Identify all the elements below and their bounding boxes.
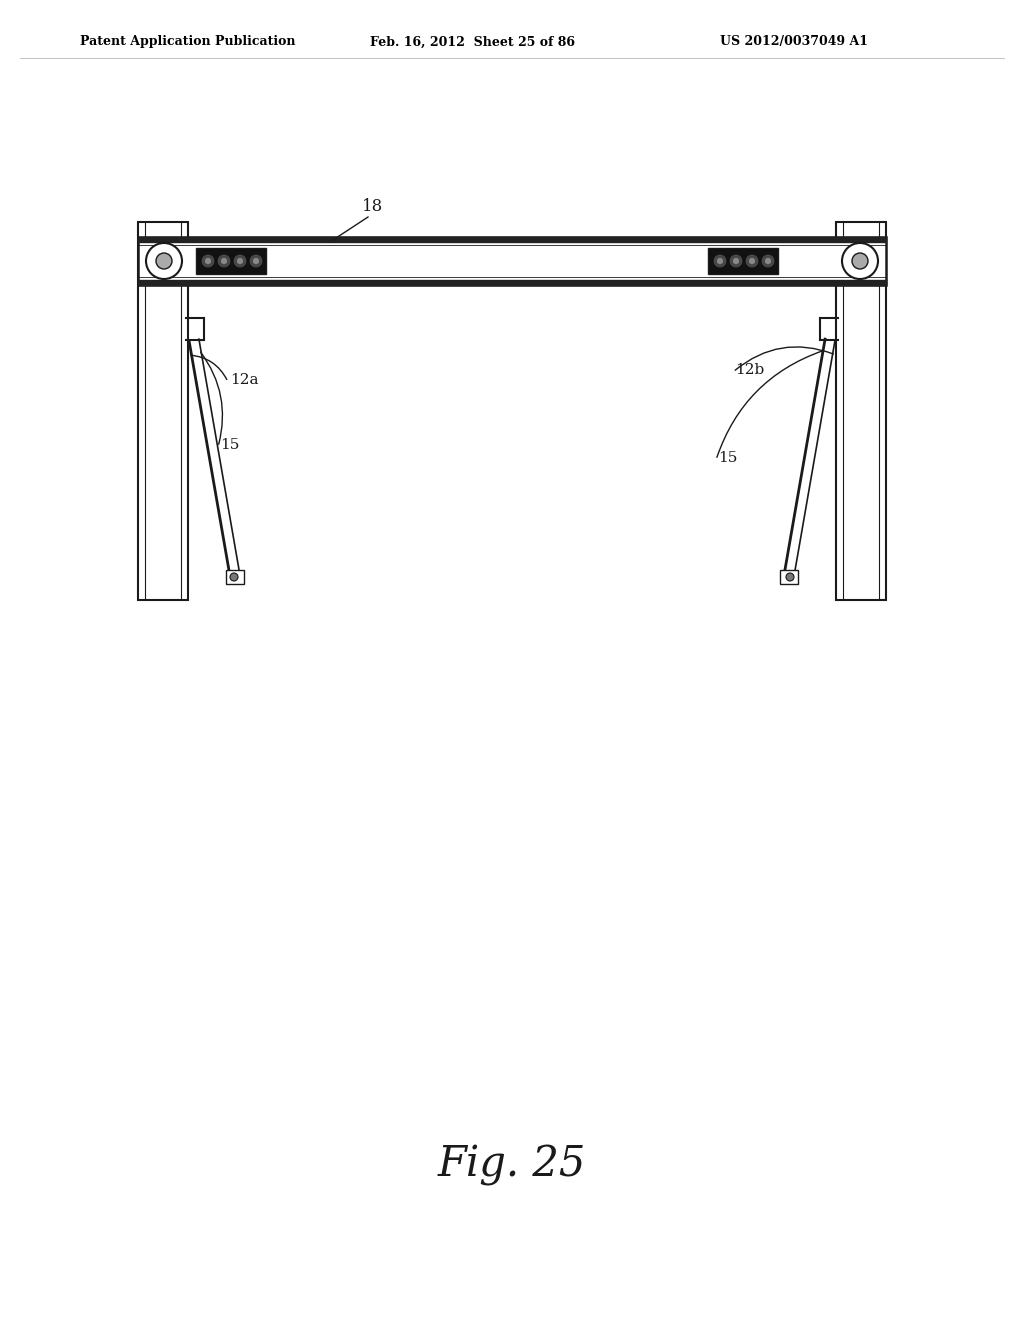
Text: 12b: 12b (735, 363, 764, 378)
Circle shape (852, 253, 868, 269)
Circle shape (202, 255, 214, 267)
FancyArrowPatch shape (735, 347, 834, 370)
FancyArrowPatch shape (201, 352, 222, 445)
Bar (780, 570, 798, 583)
Circle shape (733, 257, 739, 264)
Text: 12a: 12a (230, 374, 258, 387)
Bar (196, 248, 266, 275)
Circle shape (786, 573, 794, 581)
Circle shape (205, 257, 211, 264)
Circle shape (762, 255, 774, 267)
Circle shape (749, 257, 755, 264)
Circle shape (237, 257, 243, 264)
Circle shape (230, 573, 238, 581)
Bar (138, 238, 886, 285)
Bar (708, 248, 778, 275)
Text: Feb. 16, 2012  Sheet 25 of 86: Feb. 16, 2012 Sheet 25 of 86 (370, 36, 575, 49)
Circle shape (156, 253, 172, 269)
Text: 15: 15 (718, 451, 737, 465)
Bar (138, 222, 188, 601)
Circle shape (146, 243, 182, 279)
Circle shape (746, 255, 758, 267)
Circle shape (717, 257, 723, 264)
Bar (226, 570, 244, 583)
Circle shape (730, 255, 742, 267)
Text: Patent Application Publication: Patent Application Publication (80, 36, 296, 49)
Circle shape (221, 257, 227, 264)
Circle shape (234, 255, 246, 267)
Circle shape (765, 257, 771, 264)
Text: 18: 18 (362, 198, 384, 215)
FancyArrowPatch shape (190, 355, 226, 380)
Text: US 2012/0037049 A1: US 2012/0037049 A1 (720, 36, 868, 49)
Circle shape (714, 255, 726, 267)
Circle shape (253, 257, 259, 264)
Circle shape (250, 255, 262, 267)
Text: 15: 15 (220, 438, 240, 451)
Bar (836, 222, 886, 601)
FancyArrowPatch shape (717, 351, 822, 457)
Circle shape (842, 243, 878, 279)
Text: Fig. 25: Fig. 25 (438, 1144, 586, 1185)
Circle shape (218, 255, 230, 267)
